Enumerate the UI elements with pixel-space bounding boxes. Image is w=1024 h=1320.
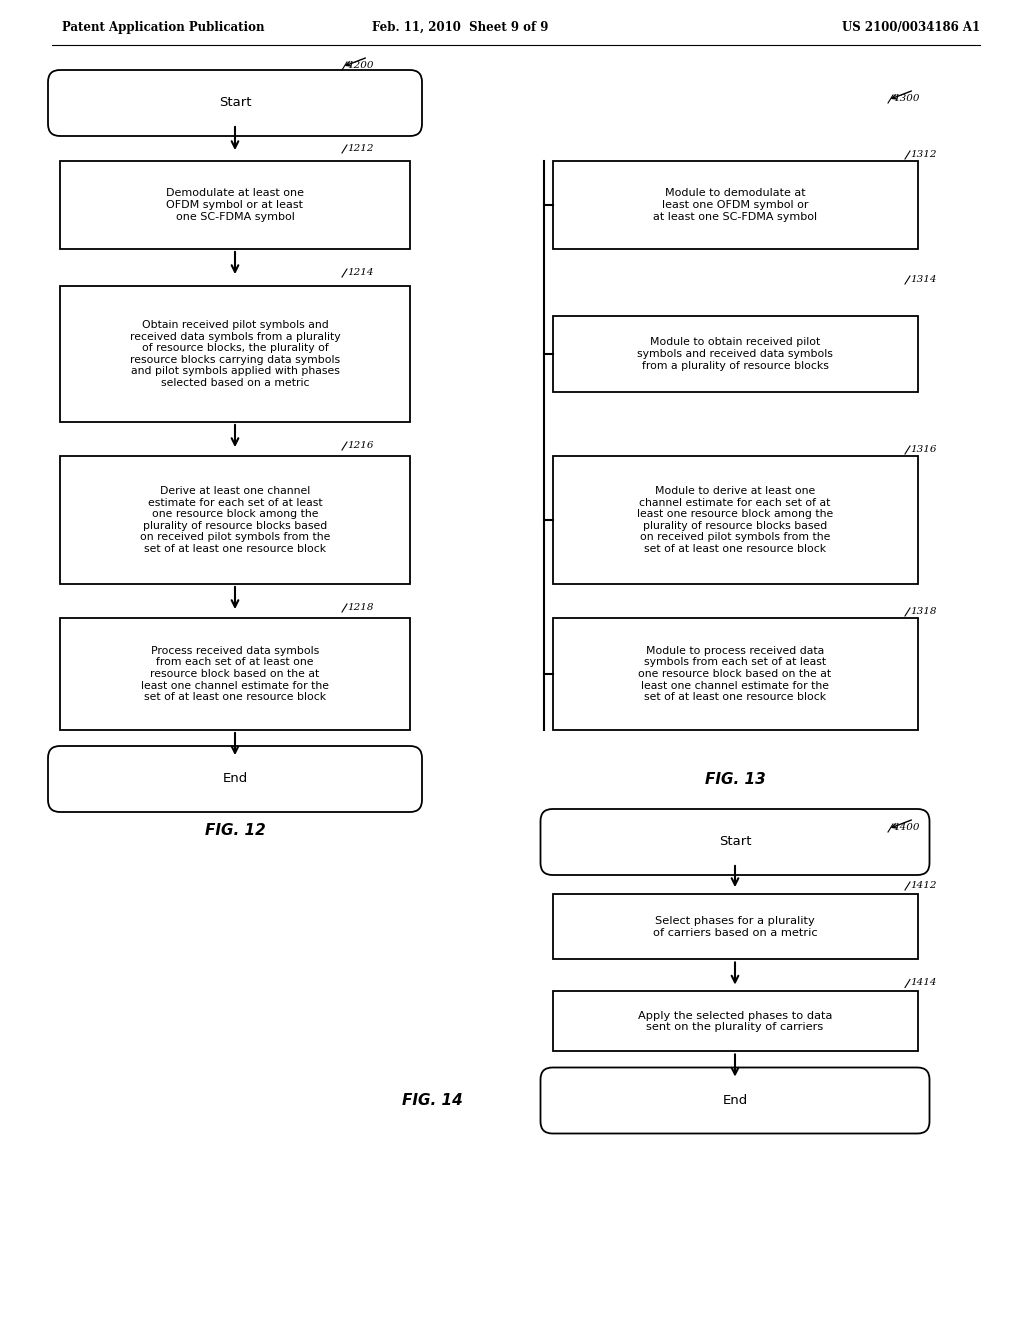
Text: Start: Start bbox=[219, 96, 251, 110]
Text: Select phases for a plurality
of carriers based on a metric: Select phases for a plurality of carrier… bbox=[652, 916, 817, 937]
Bar bbox=[553, 315, 918, 392]
Text: Demodulate at least one
OFDM symbol or at least
one SC-FDMA symbol: Demodulate at least one OFDM symbol or a… bbox=[166, 189, 304, 222]
Text: Module to demodulate at
least one OFDM symbol or
at least one SC-FDMA symbol: Module to demodulate at least one OFDM s… bbox=[653, 189, 817, 222]
Text: End: End bbox=[222, 772, 248, 785]
Bar bbox=[60, 286, 410, 422]
FancyBboxPatch shape bbox=[48, 746, 422, 812]
Text: Module to derive at least one
channel estimate for each set of at
least one reso: Module to derive at least one channel es… bbox=[637, 486, 834, 554]
Text: FIG. 12: FIG. 12 bbox=[205, 824, 265, 838]
Text: Derive at least one channel
estimate for each set of at least
one resource block: Derive at least one channel estimate for… bbox=[140, 486, 330, 554]
Bar bbox=[553, 455, 918, 583]
Text: Apply the selected phases to data
sent on the plurality of carriers: Apply the selected phases to data sent o… bbox=[638, 1011, 833, 1032]
Text: Patent Application Publication: Patent Application Publication bbox=[62, 21, 264, 33]
FancyBboxPatch shape bbox=[541, 1068, 930, 1134]
Text: 1400: 1400 bbox=[893, 822, 920, 832]
FancyBboxPatch shape bbox=[48, 70, 422, 136]
Bar bbox=[553, 618, 918, 730]
Text: End: End bbox=[722, 1094, 748, 1107]
Text: 1214: 1214 bbox=[347, 268, 374, 277]
Text: 1218: 1218 bbox=[347, 603, 374, 612]
Text: Module to process received data
symbols from each set of at least
one resource b: Module to process received data symbols … bbox=[638, 645, 831, 702]
Text: 1414: 1414 bbox=[910, 978, 937, 987]
Text: Process received data symbols
from each set of at least one
resource block based: Process received data symbols from each … bbox=[141, 645, 329, 702]
Text: Module to obtain received pilot
symbols and received data symbols
from a plurali: Module to obtain received pilot symbols … bbox=[637, 338, 833, 371]
Text: FIG. 13: FIG. 13 bbox=[705, 772, 765, 788]
Bar bbox=[553, 895, 918, 960]
Text: Obtain received pilot symbols and
received data symbols from a plurality
of reso: Obtain received pilot symbols and receiv… bbox=[130, 319, 340, 388]
Text: Feb. 11, 2010  Sheet 9 of 9: Feb. 11, 2010 Sheet 9 of 9 bbox=[372, 21, 548, 33]
Bar bbox=[60, 161, 410, 249]
Text: 1200: 1200 bbox=[347, 61, 374, 70]
Bar bbox=[553, 161, 918, 249]
Text: 1314: 1314 bbox=[910, 275, 937, 284]
Text: 1316: 1316 bbox=[910, 445, 937, 454]
Text: 1216: 1216 bbox=[347, 441, 374, 450]
Text: US 2100/0034186 A1: US 2100/0034186 A1 bbox=[842, 21, 980, 33]
Bar bbox=[553, 991, 918, 1052]
Text: 1318: 1318 bbox=[910, 607, 937, 616]
Text: 1412: 1412 bbox=[910, 880, 937, 890]
Text: 1300: 1300 bbox=[893, 94, 920, 103]
Bar bbox=[60, 618, 410, 730]
Text: FIG. 14: FIG. 14 bbox=[402, 1093, 463, 1107]
Text: 1212: 1212 bbox=[347, 144, 374, 153]
FancyBboxPatch shape bbox=[541, 809, 930, 875]
Text: 1312: 1312 bbox=[910, 150, 937, 158]
Bar bbox=[60, 455, 410, 583]
Text: Start: Start bbox=[719, 836, 752, 849]
